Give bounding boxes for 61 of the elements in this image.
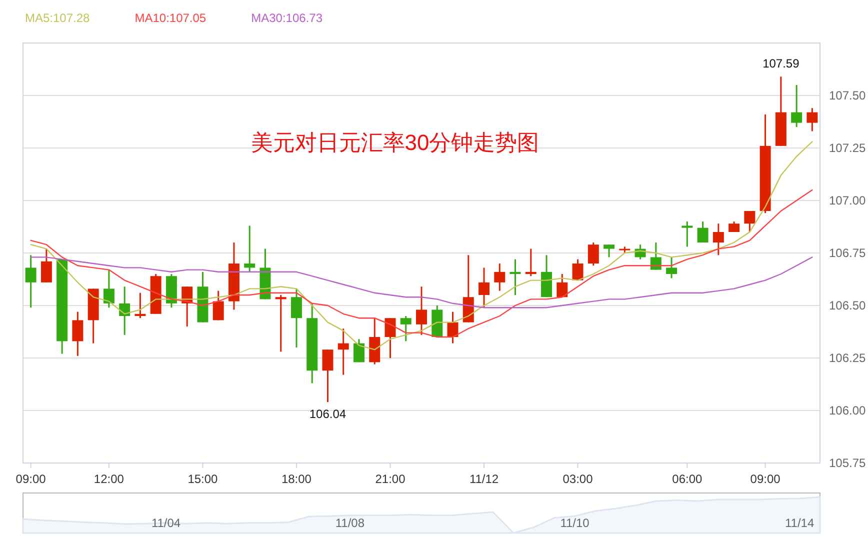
x-tick-label: 15:00 [188, 472, 218, 486]
candlestick [72, 311, 84, 357]
candlestick [40, 248, 52, 284]
y-tick-label: 107.00 [829, 194, 866, 208]
x-tick-label: 11/08 [335, 516, 365, 530]
candlestick [604, 244, 615, 258]
x-tick-label: 11/14 [784, 516, 814, 530]
x-tick-label: 09:00 [16, 472, 46, 486]
candlestick [25, 254, 36, 308]
y-tick-label: 106.75 [829, 246, 866, 260]
x-tick-label: 12:00 [94, 472, 124, 486]
candlestick [712, 222, 724, 256]
candlestick [353, 338, 364, 363]
candlestick [244, 224, 256, 273]
x-tick-label: 11/12 [469, 472, 499, 486]
annotation: 107.59 [762, 56, 800, 71]
candlestick [682, 220, 693, 248]
y-tick-label: 107.25 [829, 141, 866, 155]
candlestick [806, 107, 818, 132]
candlestick [400, 315, 412, 342]
candlestick [510, 258, 521, 296]
x-tick-label: 11/04 [151, 516, 181, 530]
x-tick-label: 09:00 [750, 472, 781, 486]
y-tick-label: 106.00 [829, 404, 866, 418]
candlestick [791, 84, 802, 128]
candlestick [666, 256, 678, 279]
candlestick [103, 269, 114, 308]
candlestick [478, 266, 490, 308]
candlestick [384, 317, 396, 359]
candlestick [556, 273, 568, 298]
x-tick-label: 03:00 [562, 472, 594, 486]
x-tick-label: 18:00 [281, 472, 312, 486]
candlestick [650, 242, 662, 271]
candlestick [525, 248, 536, 277]
candlestick [290, 288, 302, 348]
text: 美元对日元汇率30分钟走势图 [250, 130, 540, 155]
candlestick [416, 286, 427, 336]
text: MA10:107.05 [134, 11, 206, 25]
y-tick-label: 106.50 [829, 298, 866, 312]
candlestick [572, 258, 584, 282]
candlestick [275, 294, 286, 352]
candlestick [494, 262, 506, 292]
candlestick [588, 242, 599, 266]
text: MA5:107.28 [25, 11, 90, 25]
text: MA30:106.73 [251, 11, 323, 25]
line-series [30, 189, 813, 338]
candlestick [322, 348, 334, 403]
candlestick [134, 292, 146, 319]
y-tick-label: 107.50 [829, 88, 866, 102]
candlestick [212, 290, 224, 321]
candlestick [447, 311, 458, 344]
x-tick-label: 06:00 [672, 472, 703, 486]
y-tick-label: 106.25 [829, 351, 866, 365]
line-series [30, 256, 813, 308]
candlestick [338, 328, 349, 376]
annotation: 106.04 [309, 407, 346, 422]
y-tick-label: 105.75 [829, 456, 866, 470]
candlestick [744, 210, 756, 233]
candlestick [697, 220, 708, 244]
x-tick-label: 11/10 [560, 516, 590, 530]
x-tick-label: 21:00 [375, 472, 406, 486]
